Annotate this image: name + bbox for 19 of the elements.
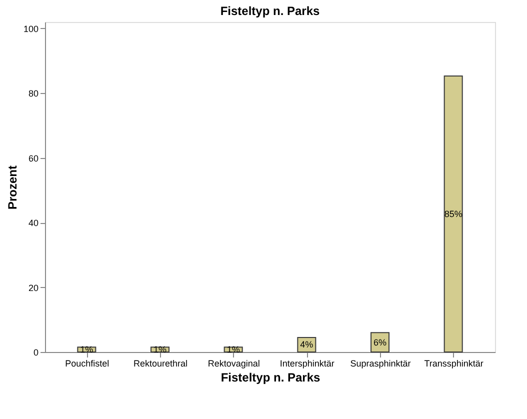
data-label: 6%	[373, 337, 387, 348]
x-tick-label: Intersphinktär	[280, 358, 334, 368]
x-tick-label: Pouchfistel	[65, 358, 110, 368]
y-axis-title: Prozent	[5, 165, 20, 210]
x-axis-title: Fisteltyp n. Parks	[220, 370, 321, 384]
y-tick-label: 40	[28, 218, 38, 228]
x-tick-label: Rektovaginal	[208, 358, 260, 368]
y-tick-label: 20	[28, 282, 38, 293]
x-tick-label: Suprasphinktär	[350, 358, 411, 368]
bar	[444, 76, 463, 352]
x-tick-label: Transsphinktär	[424, 358, 484, 368]
data-label: 85%	[444, 209, 462, 220]
y-tick-label: 60	[28, 153, 38, 164]
y-tick-label: 100	[23, 24, 38, 34]
chart-title: Fisteltyp n. Parks	[220, 4, 320, 18]
y-tick-label: 80	[28, 88, 38, 99]
x-tick-label: Rektourethral	[133, 358, 188, 368]
y-tick-label: 0	[33, 348, 38, 358]
data-label: 4%	[300, 340, 314, 350]
